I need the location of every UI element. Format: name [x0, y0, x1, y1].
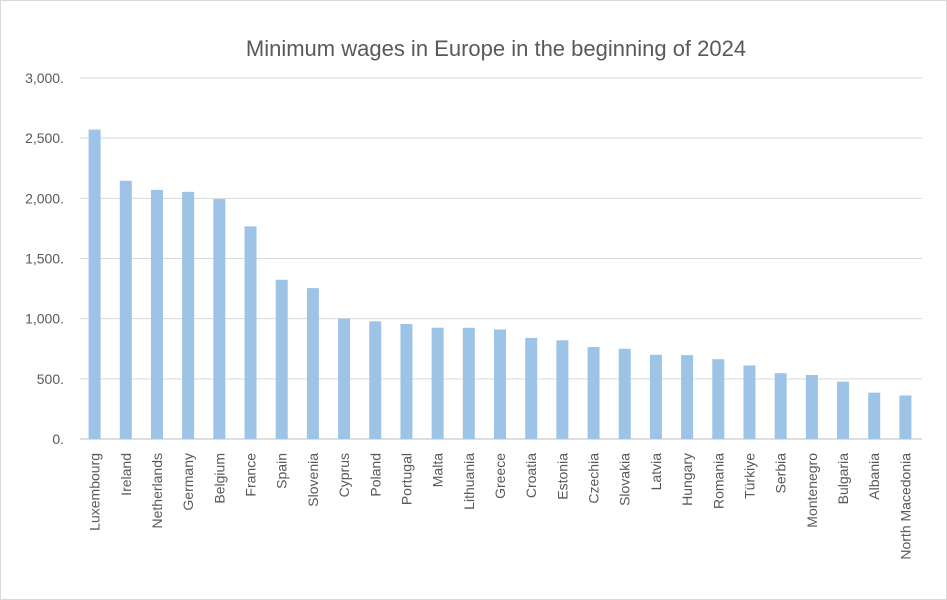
x-tick-label: Luxembourg: [87, 453, 103, 531]
x-tick-label: Poland: [367, 453, 383, 497]
bar-slovakia: [618, 348, 631, 439]
x-tick-label: Portugal: [398, 453, 414, 505]
x-tick-label: Belgium: [211, 453, 227, 504]
bar-latvia: [649, 354, 662, 439]
bar-poland: [369, 321, 382, 439]
bar-cyprus: [338, 318, 351, 439]
x-tick-label: Hungary: [679, 453, 695, 506]
bar-serbia: [774, 373, 787, 439]
bar-croatia: [525, 337, 538, 439]
bar-slovenia: [306, 288, 319, 439]
bar-germany: [182, 191, 195, 439]
x-tick-label: Spain: [274, 453, 290, 489]
x-tick-label: Montenegro: [804, 453, 820, 528]
x-tick-label: Cyprus: [336, 453, 352, 497]
bar-albania: [868, 392, 881, 439]
bar-netherlands: [150, 189, 163, 439]
x-tick-label: Greece: [492, 453, 508, 499]
bar-belgium: [213, 199, 226, 439]
x-tick-label: Bulgaria: [835, 453, 851, 505]
y-tick-label: 1,500.: [25, 251, 64, 267]
y-tick-label: 500.: [37, 371, 64, 387]
x-tick-label: Türkiye: [741, 453, 757, 499]
x-tick-label: Czechia: [586, 453, 602, 504]
bar-lithuania: [462, 327, 475, 439]
x-tick-label: North Macedonia: [897, 453, 913, 560]
x-tick-label: Latvia: [648, 453, 664, 491]
x-tick-label: Croatia: [523, 453, 539, 498]
bar-romania: [712, 359, 725, 439]
bar-czechia: [587, 347, 600, 439]
x-tick-label: Estonia: [554, 453, 570, 500]
bar-greece: [494, 329, 506, 439]
bar-north-macedonia: [899, 395, 912, 439]
y-tick-label: 3,000.: [25, 70, 64, 86]
x-tick-label: Serbia: [773, 453, 789, 494]
x-tick-label: Ireland: [118, 453, 134, 496]
bar-estonia: [556, 340, 569, 439]
x-tick-label: Lithuania: [461, 453, 477, 510]
y-tick-label: 1,000.: [25, 311, 64, 327]
x-tick-label: Netherlands: [149, 453, 165, 529]
bar-spain: [275, 279, 288, 439]
x-tick-label: Albania: [866, 453, 882, 500]
bar-montenegro: [805, 374, 818, 439]
x-tick-label: Malta: [430, 453, 446, 487]
bar-france: [244, 226, 257, 439]
chart-title: Minimum wages in Europe in the beginning…: [246, 36, 746, 61]
bar-türkiye: [743, 365, 756, 439]
bar-bulgaria: [837, 381, 850, 439]
y-tick-label: 2,000.: [25, 190, 64, 206]
bar-hungary: [681, 355, 694, 439]
y-tick-label: 2,500.: [25, 130, 64, 146]
x-tick-label: Germany: [180, 453, 196, 511]
x-tick-label: Slovenia: [305, 453, 321, 507]
bar-ireland: [119, 180, 132, 440]
bar-portugal: [400, 323, 413, 439]
bar-malta: [431, 327, 444, 439]
bar-luxembourg: [88, 129, 101, 440]
x-tick-label: Slovakia: [617, 453, 633, 506]
y-tick-label: 0.: [52, 431, 64, 447]
x-tick-label: France: [243, 453, 259, 497]
x-tick-label: Romania: [710, 453, 726, 509]
